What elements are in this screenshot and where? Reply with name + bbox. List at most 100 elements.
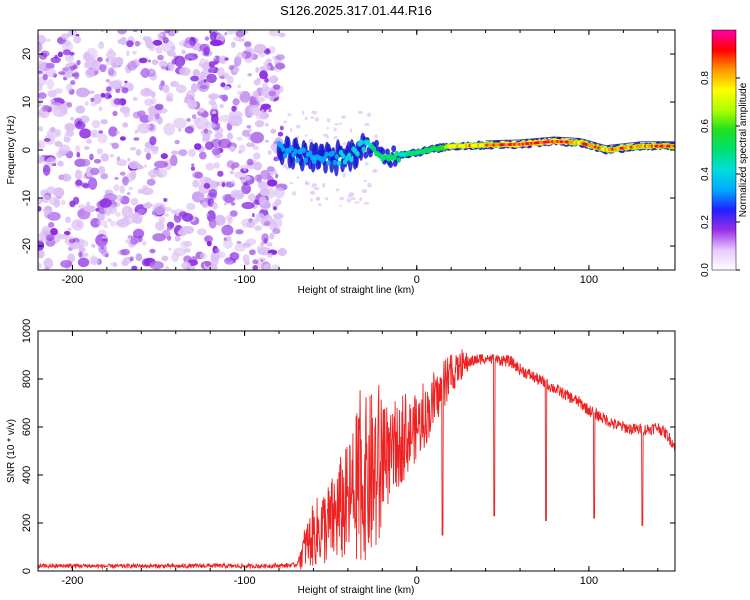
noise-speckle (190, 166, 196, 171)
noise-speckle (103, 224, 109, 229)
noise-speckle (214, 248, 220, 254)
noise-speckle (227, 131, 233, 139)
noise-speckle (45, 234, 55, 242)
noise-speckle (334, 123, 340, 126)
noise-speckle (146, 43, 154, 49)
noise-speckle (244, 41, 252, 48)
carrier-core (332, 159, 338, 166)
noise-speckle (326, 126, 330, 130)
noise-speckle (93, 158, 102, 164)
noise-speckle (76, 151, 81, 158)
noise-speckle (217, 170, 224, 177)
noise-speckle (196, 228, 207, 236)
noise-speckle (129, 256, 134, 262)
noise-speckle (104, 253, 109, 258)
noise-speckle (216, 251, 226, 259)
noise-speckle (90, 217, 101, 228)
carrier-core (330, 150, 335, 157)
noise-speckle (105, 50, 117, 59)
noise-speckle (61, 40, 73, 53)
noise-speckle (163, 122, 175, 136)
noise-speckle (261, 64, 271, 72)
noise-speckle (112, 110, 118, 117)
noise-speckle (342, 172, 346, 178)
noise-speckle (143, 87, 151, 94)
noise-speckle (247, 127, 253, 132)
noise-speckle (93, 223, 97, 228)
noise-speckle (122, 110, 131, 118)
noise-speckle (275, 54, 285, 61)
noise-speckle (56, 150, 63, 159)
noise-speckle (163, 213, 169, 217)
noise-speckle (221, 224, 234, 236)
noise-speckle (335, 188, 340, 192)
noise-speckle (165, 95, 172, 102)
noise-speckle (75, 221, 82, 228)
noise-speckle (75, 144, 81, 153)
noise-speckle (67, 30, 72, 37)
noise-speckle (175, 84, 187, 94)
noise-speckle (233, 36, 241, 42)
noise-speckle (186, 89, 196, 100)
noise-speckle (99, 198, 112, 208)
snr-ytick-label: 200 (21, 514, 33, 532)
carrier-core (307, 150, 313, 157)
noise-speckle (151, 59, 159, 65)
noise-speckle (249, 104, 261, 116)
noise-speckle (296, 124, 301, 129)
noise-speckle (247, 72, 251, 77)
noise-speckle (232, 67, 240, 73)
noise-speckle (349, 128, 353, 133)
noise-speckle (153, 160, 168, 169)
noise-speckle (111, 142, 120, 150)
noise-speckle (210, 254, 219, 266)
colorbar-tick-label: 0.8 (700, 71, 711, 85)
noise-speckle (57, 142, 64, 147)
noise-speckle (116, 194, 123, 202)
noise-speckle (252, 145, 260, 151)
spectrogram-ytick-label: 20 (21, 48, 33, 60)
noise-speckle (159, 33, 164, 37)
noise-speckle (163, 198, 168, 203)
noise-speckle (109, 154, 114, 158)
noise-speckle (140, 67, 150, 79)
noise-speckle (90, 167, 100, 176)
noise-speckle (115, 212, 121, 217)
noise-speckle (75, 105, 86, 114)
noise-speckle (339, 204, 342, 207)
noise-speckle (134, 40, 140, 47)
carrier-core (301, 147, 307, 154)
noise-speckle (193, 143, 202, 150)
noise-speckle (69, 116, 75, 121)
noise-speckle (72, 196, 80, 205)
noise-speckle (190, 75, 199, 82)
noise-speckle (201, 201, 209, 209)
noise-speckle (272, 84, 281, 91)
noise-speckle (228, 115, 243, 127)
noise-speckle (122, 122, 129, 128)
snr-frame (37, 330, 676, 572)
noise-speckle (132, 216, 143, 224)
noise-speckle (232, 98, 240, 106)
noise-speckle (199, 252, 207, 260)
noise-speckle-layer (38, 30, 378, 270)
noise-speckle (126, 191, 131, 196)
noise-speckle (261, 112, 270, 119)
noise-speckle (144, 164, 147, 168)
noise-speckle (137, 188, 145, 194)
noise-speckle (183, 40, 196, 49)
noise-speckle (53, 187, 65, 198)
noise-speckle (274, 62, 286, 70)
noise-speckle (135, 253, 143, 262)
noise-speckle (58, 71, 66, 75)
noise-speckle (244, 260, 250, 266)
noise-speckle (268, 90, 277, 97)
noise-speckle (274, 198, 282, 206)
noise-speckle (230, 201, 236, 206)
noise-speckle (242, 100, 247, 104)
noise-speckle (255, 96, 265, 103)
noise-speckle (201, 110, 209, 118)
noise-speckle (272, 228, 281, 235)
noise-speckle (174, 139, 180, 145)
